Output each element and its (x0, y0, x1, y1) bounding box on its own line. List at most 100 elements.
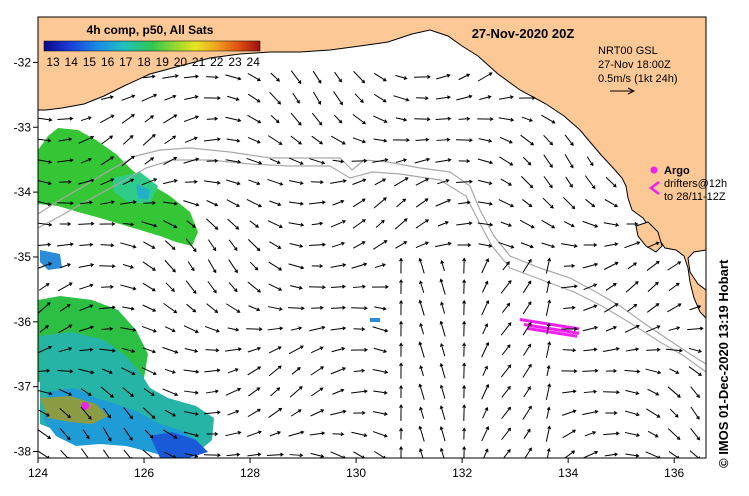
current-vector-arrow (501, 427, 512, 441)
current-vector-arrow (121, 347, 136, 353)
current-vector-arrow (185, 280, 197, 295)
current-vector-arrow (646, 325, 661, 333)
current-vector-arrow (163, 114, 178, 124)
current-vector-arrow (437, 179, 450, 185)
current-vector-arrow (373, 72, 387, 82)
current-vector-arrow (205, 218, 219, 230)
current-vector-arrow (79, 304, 94, 312)
current-vector-arrow (58, 324, 73, 334)
current-vector-arrow (458, 159, 471, 164)
current-vector-arrow (330, 179, 347, 184)
current-vector-arrow (247, 366, 262, 376)
drifter-marker-icon (648, 181, 660, 195)
current-vector-arrow (206, 75, 219, 80)
argo-legend: Argo drifters@12h to 28/11-12Z (648, 165, 727, 203)
current-vector-arrow (667, 386, 681, 398)
current-vector-arrow (332, 159, 345, 164)
current-vector-arrow (462, 299, 467, 316)
current-vector-arrow (57, 116, 74, 121)
current-vector-arrow (142, 134, 156, 146)
current-vector-arrow (144, 429, 154, 439)
current-vector-arrow (185, 179, 198, 184)
current-vector-arrow (668, 282, 680, 292)
current-vector-arrow (99, 264, 116, 269)
current-vector-arrow (584, 175, 596, 190)
current-vector-arrow (288, 306, 305, 311)
current-vector-arrow (225, 116, 242, 123)
current-vector-arrow (207, 259, 217, 274)
current-vector-arrow (667, 261, 682, 271)
current-vector-arrow (80, 157, 92, 164)
current-vector-arrow (522, 322, 532, 336)
current-vector-arrow (605, 368, 618, 373)
y-tick-label: -33 (14, 120, 32, 134)
current-vector-arrow (100, 200, 115, 205)
current-vector-arrow (668, 326, 681, 331)
current-vector-arrow (545, 257, 552, 274)
current-vector-arrow (562, 348, 577, 353)
current-vector-arrow (310, 387, 324, 397)
colorbar: 4h comp, p50, All Sats 13 14 15 16 17 18 19 20 2… (43, 23, 261, 69)
current-vector-arrow (162, 388, 179, 397)
current-vector-arrow (481, 341, 490, 358)
current-vector-arrow (120, 242, 137, 249)
current-vector-arrow (522, 199, 533, 208)
current-vector-arrow (519, 219, 535, 229)
current-vector-arrow (521, 116, 533, 122)
current-vector-arrow (57, 282, 73, 292)
current-vector-arrow (225, 347, 242, 352)
current-vector-arrow (311, 305, 324, 310)
x-tick-label: 134 (558, 466, 578, 480)
current-vector-arrow (249, 220, 260, 228)
current-vector-arrow (565, 176, 573, 188)
current-vector-arrow (500, 364, 512, 378)
current-vector-arrow (481, 299, 490, 316)
current-vector-arrow (247, 93, 261, 103)
current-vector-arrow (247, 346, 262, 353)
current-vector-arrow (288, 263, 305, 270)
current-vector-arrow (162, 346, 179, 354)
current-vector-arrow (586, 156, 594, 167)
current-vector-arrow (462, 320, 467, 337)
current-vector-arrow (646, 241, 660, 248)
colorbar-label: 22 (210, 55, 224, 69)
current-vector-arrow (647, 430, 659, 438)
current-vector-arrow (501, 385, 511, 398)
current-vector-arrow (627, 262, 638, 270)
current-vector-arrow (543, 154, 553, 168)
current-vector-arrow (226, 138, 241, 143)
current-vector-arrow (546, 280, 551, 294)
current-vector-arrow (309, 431, 326, 436)
current-vector-arrow (78, 368, 95, 375)
current-vector-arrow (78, 325, 95, 332)
current-vector-arrow (462, 342, 467, 357)
current-vector-arrow (563, 197, 576, 210)
y-tick-label: -35 (14, 250, 32, 264)
current-vector-arrow (667, 428, 681, 441)
current-vector-arrow (228, 239, 238, 252)
current-vector-arrow (498, 117, 515, 122)
current-vector-arrow (143, 74, 156, 79)
current-vector-arrow (456, 221, 473, 226)
current-vector-arrow (399, 404, 404, 421)
current-vector-arrow (418, 448, 424, 458)
current-vector-arrow (141, 178, 158, 186)
current-vector-arrow (268, 283, 283, 291)
current-vector-arrow (249, 261, 259, 271)
current-vector-arrow (120, 200, 137, 205)
current-vector-arrow (458, 200, 471, 205)
current-vector-arrow (399, 257, 404, 274)
current-vector-arrow (332, 199, 345, 206)
current-vector-arrow (290, 409, 302, 417)
current-vector-arrow (144, 115, 154, 123)
current-vector-arrow (624, 324, 640, 333)
current-vector-arrow (331, 346, 346, 353)
current-vector-arrow (142, 304, 157, 312)
current-vector-arrow (123, 449, 133, 458)
current-vector-arrow (309, 325, 326, 332)
colorbar-label: 21 (192, 55, 206, 69)
current-vector-arrow (103, 407, 112, 419)
current-vector-arrow (164, 326, 176, 333)
current-vector-arrow (206, 431, 219, 436)
current-vector-arrow (482, 365, 488, 376)
